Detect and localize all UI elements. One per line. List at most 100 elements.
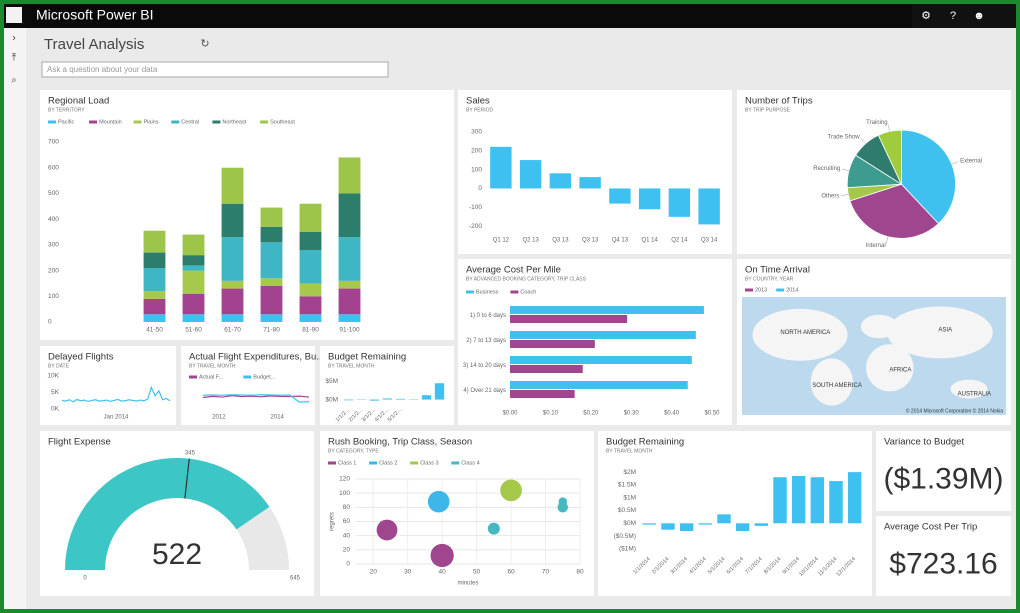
bar-segment: [299, 296, 322, 315]
search-icon[interactable]: ⌕: [11, 74, 16, 84]
bar-segment: [182, 270, 205, 294]
legend-swatch: [243, 375, 252, 379]
refresh-icon[interactable]: ↻: [200, 38, 209, 50]
tile: [598, 431, 872, 596]
leader-line: [887, 124, 890, 132]
bar: [519, 160, 542, 189]
tile: [40, 346, 176, 425]
tile-title: Budget Remaining: [606, 437, 684, 448]
y-tick-label: 1) 0 to 6 days: [470, 313, 506, 319]
line: [202, 394, 310, 403]
x-tick-label: 40: [439, 569, 447, 576]
tile-subtitle: BY ADVANCED BOOKING CATEGORY, TRIP CLASS: [466, 276, 587, 282]
help-icon[interactable]: ?: [950, 10, 956, 22]
tile-title: On Time Arrival: [745, 265, 810, 276]
x-tick-label: 2012: [212, 415, 226, 421]
x-tick-label: 61-70: [224, 327, 241, 334]
legend-label: Class 1: [338, 460, 356, 466]
x-tick-label: $0.40: [664, 411, 680, 417]
y-tick-label: 300: [471, 128, 482, 135]
bar-segment: [299, 314, 322, 322]
bar-segment: [143, 252, 166, 268]
tile-subtitle: BY TERRITORY: [48, 107, 85, 113]
legend-swatch: [466, 290, 474, 294]
toolbar: [912, 4, 1016, 28]
y-tick-label: 0: [478, 185, 482, 192]
x-tick-label: $0.50: [704, 411, 720, 417]
dashboard-title: Travel Analysis: [44, 36, 144, 53]
bar: [421, 395, 432, 400]
legend-label: 2014: [786, 287, 798, 293]
tile-title: Rush Booking, Trip Class, Season: [328, 437, 472, 448]
legend-swatch: [510, 290, 519, 294]
continent: [950, 379, 988, 399]
bar: [510, 306, 704, 314]
bar: [510, 356, 692, 364]
bar: [434, 383, 445, 400]
bar-segment: [338, 280, 361, 289]
app-icon[interactable]: [6, 7, 22, 23]
tile: [320, 431, 594, 596]
bar-segment: [221, 167, 244, 204]
y-tick-label: 4) Over 21 days: [463, 388, 506, 394]
qa-box[interactable]: [41, 61, 389, 78]
legend-label: Class 4: [461, 460, 479, 466]
slice-label: Others: [821, 194, 839, 200]
bar: [395, 398, 406, 400]
settings-icon[interactable]: ⚙: [921, 10, 931, 22]
x-tick-label: Q1 14: [641, 238, 658, 244]
bar-segment: [182, 293, 205, 315]
tile-subtitle: BY TRIP PURPOSE: [745, 107, 791, 113]
bar-segment: [299, 203, 322, 232]
region-label: AUSTRALIA: [958, 391, 991, 397]
x-tick-label: 50: [473, 569, 481, 576]
slice-label: Internal: [866, 243, 886, 249]
tile-title: Actual Flight Expenditures, Bu...: [189, 352, 324, 363]
x-tick-label: 41-50: [146, 327, 163, 334]
bar: [668, 188, 691, 217]
x-tick-label: 2014: [271, 415, 285, 421]
y-tick-label: 400: [48, 216, 59, 223]
y-tick-label: 500: [48, 190, 59, 197]
top-bar: [4, 4, 1016, 28]
tile-title: Variance to Budget: [884, 437, 964, 448]
legend-label: Plains: [144, 119, 159, 125]
feedback-icon[interactable]: ☻: [973, 10, 985, 22]
bar-segment: [338, 193, 361, 238]
bar: [609, 188, 631, 204]
y-tick-label: 200: [471, 147, 482, 154]
map-credit: © 2014 Microsoft Corporation © 2014 Noki…: [906, 407, 1003, 414]
y-tick-label: $0.5M: [618, 507, 636, 514]
legend-label: Pacific: [58, 119, 74, 125]
bar: [754, 523, 769, 526]
legend-swatch: [410, 461, 419, 465]
pin-icon[interactable]: ⤒: [12, 53, 17, 64]
bar-segment: [338, 314, 361, 322]
bar-segment: [299, 232, 322, 250]
leader-line: [885, 236, 889, 244]
bar-segment: [143, 230, 166, 253]
y-tick-label: 40: [343, 532, 351, 539]
tile-title: Delayed Flights: [48, 352, 114, 363]
y-tick-label: 100: [48, 293, 59, 300]
y-tick-label: -100: [469, 204, 482, 211]
x-tick-label: 91-100: [339, 327, 360, 334]
y-tick-label: 120: [339, 476, 350, 483]
y-tick-label: $2M: [623, 469, 636, 476]
bar-segment: [260, 207, 283, 227]
x-tick-label: $0.30: [624, 411, 640, 417]
bar: [698, 523, 713, 525]
tile: [876, 431, 1011, 511]
line: [61, 385, 171, 403]
bubble: [430, 543, 454, 568]
slice-label: External: [960, 159, 982, 165]
bar: [791, 475, 806, 524]
bar: [679, 523, 694, 531]
expand-icon[interactable]: ›: [12, 33, 15, 44]
legend-swatch: [133, 120, 142, 124]
x-tick-label: $0.10: [543, 411, 559, 417]
bar: [810, 477, 825, 524]
y-tick-label: $1.5M: [618, 482, 636, 489]
leader-line: [842, 168, 850, 171]
legend-label: Coach: [520, 289, 536, 295]
